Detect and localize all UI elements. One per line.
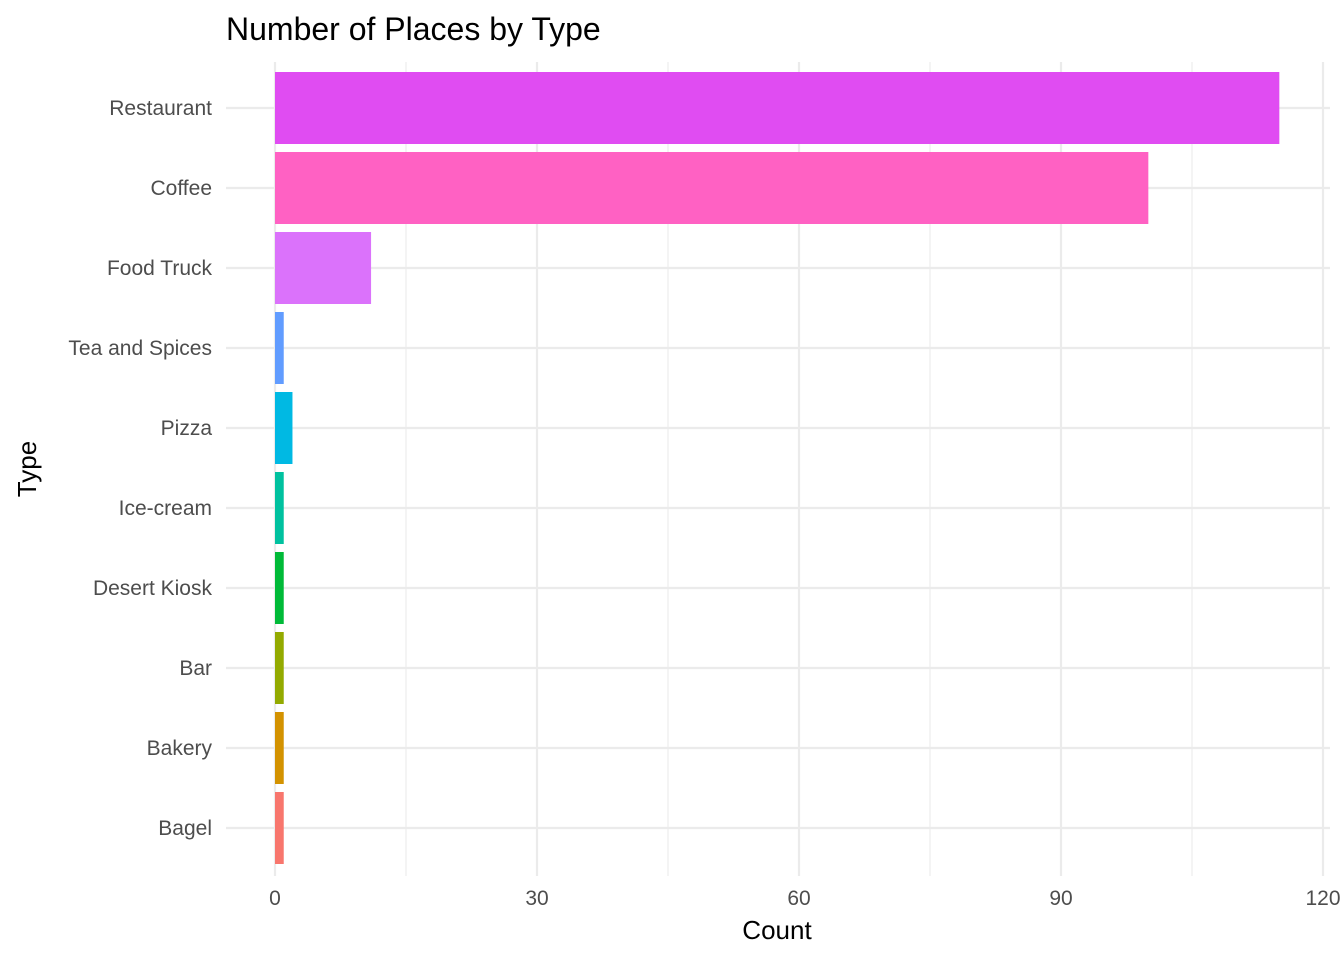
bar-restaurant — [275, 72, 1280, 144]
bar-desert-kiosk — [275, 552, 284, 624]
bar-bar — [275, 632, 284, 704]
y-tick-label: Food Truck — [107, 257, 213, 280]
bars — [275, 72, 1280, 864]
y-tick-label: Bakery — [147, 737, 213, 760]
x-tick-labels: 0 30 60 90 120 — [269, 887, 1340, 910]
y-tick-label: Ice-cream — [119, 497, 212, 520]
y-tick-label: Bar — [179, 657, 212, 680]
y-tick-labels: Bagel Bakery Bar Desert Kiosk Ice-cream Pizza… — [68, 97, 212, 840]
x-tick-label: 0 — [269, 887, 281, 910]
y-tick-label: Tea and Spices — [68, 337, 212, 360]
x-axis-title: Count — [742, 915, 812, 945]
x-tick-label: 30 — [525, 887, 548, 910]
x-tick-label: 120 — [1305, 887, 1340, 910]
bar-pizza — [275, 392, 293, 464]
bar-bagel — [275, 792, 284, 864]
bar-food-truck — [275, 232, 372, 304]
y-tick-label: Coffee — [151, 177, 213, 200]
bar-ice-cream — [275, 472, 284, 544]
bar-coffee — [275, 152, 1149, 224]
bar-bakery — [275, 712, 284, 784]
bar-tea-and-spices — [275, 312, 284, 384]
y-tick-label: Desert Kiosk — [93, 577, 213, 600]
y-tick-label: Restaurant — [109, 97, 212, 120]
x-tick-label: 90 — [1049, 887, 1072, 910]
y-axis-title: Type — [12, 441, 42, 497]
x-tick-label: 60 — [787, 887, 810, 910]
y-tick-label: Bagel — [158, 817, 212, 840]
y-tick-label: Pizza — [161, 417, 213, 440]
chart-title: Number of Places by Type — [226, 11, 601, 47]
